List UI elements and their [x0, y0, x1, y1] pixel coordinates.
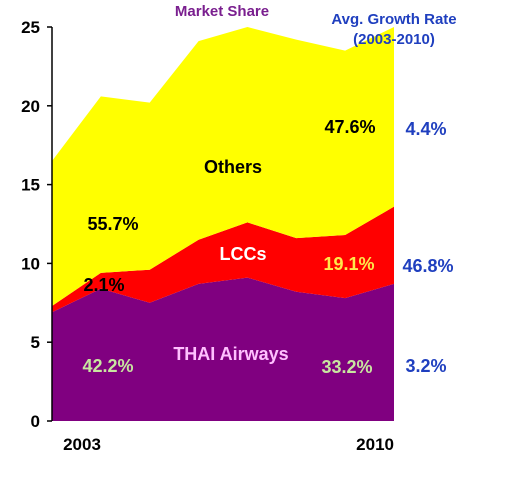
y-tick-label: 0 [31, 412, 40, 431]
lcc-share-2003: 2.1% [83, 275, 124, 295]
area-thai-airways [52, 277, 394, 421]
lcc-share-2010: 19.1% [323, 254, 374, 274]
others-share-2003: 55.7% [87, 214, 138, 234]
y-tick-label: 15 [21, 176, 40, 195]
area-layers [52, 27, 394, 421]
thai-growth-rate: 3.2% [405, 356, 446, 376]
y-tick-label: 25 [21, 18, 40, 37]
annotations: Market Share Avg. Growth Rate (2003-2010… [82, 3, 456, 377]
area-others [52, 27, 394, 306]
chart-title: Market Share [175, 3, 269, 20]
growth-header-line2: (2003-2010) [353, 31, 435, 48]
thai-share-2003: 42.2% [82, 356, 133, 376]
y-tick-label: 5 [31, 333, 40, 352]
y-tick-label: 10 [21, 254, 40, 273]
lcc-series-label: LCCs [219, 244, 266, 264]
others-share-2010: 47.6% [324, 117, 375, 137]
others-growth-rate: 4.4% [405, 119, 446, 139]
lcc-growth-rate: 46.8% [402, 256, 453, 276]
x-tick-label: 2003 [63, 435, 101, 454]
axes: 0 5 10 15 20 25 2003 2010 [21, 18, 394, 454]
growth-header-line1: Avg. Growth Rate [331, 11, 456, 28]
area-lccs [52, 206, 394, 313]
y-tick-label: 20 [21, 97, 40, 116]
thai-series-label: THAI Airways [173, 344, 288, 364]
thai-share-2010: 33.2% [321, 357, 372, 377]
others-series-label: Others [204, 157, 262, 177]
x-tick-label: 2010 [356, 435, 394, 454]
